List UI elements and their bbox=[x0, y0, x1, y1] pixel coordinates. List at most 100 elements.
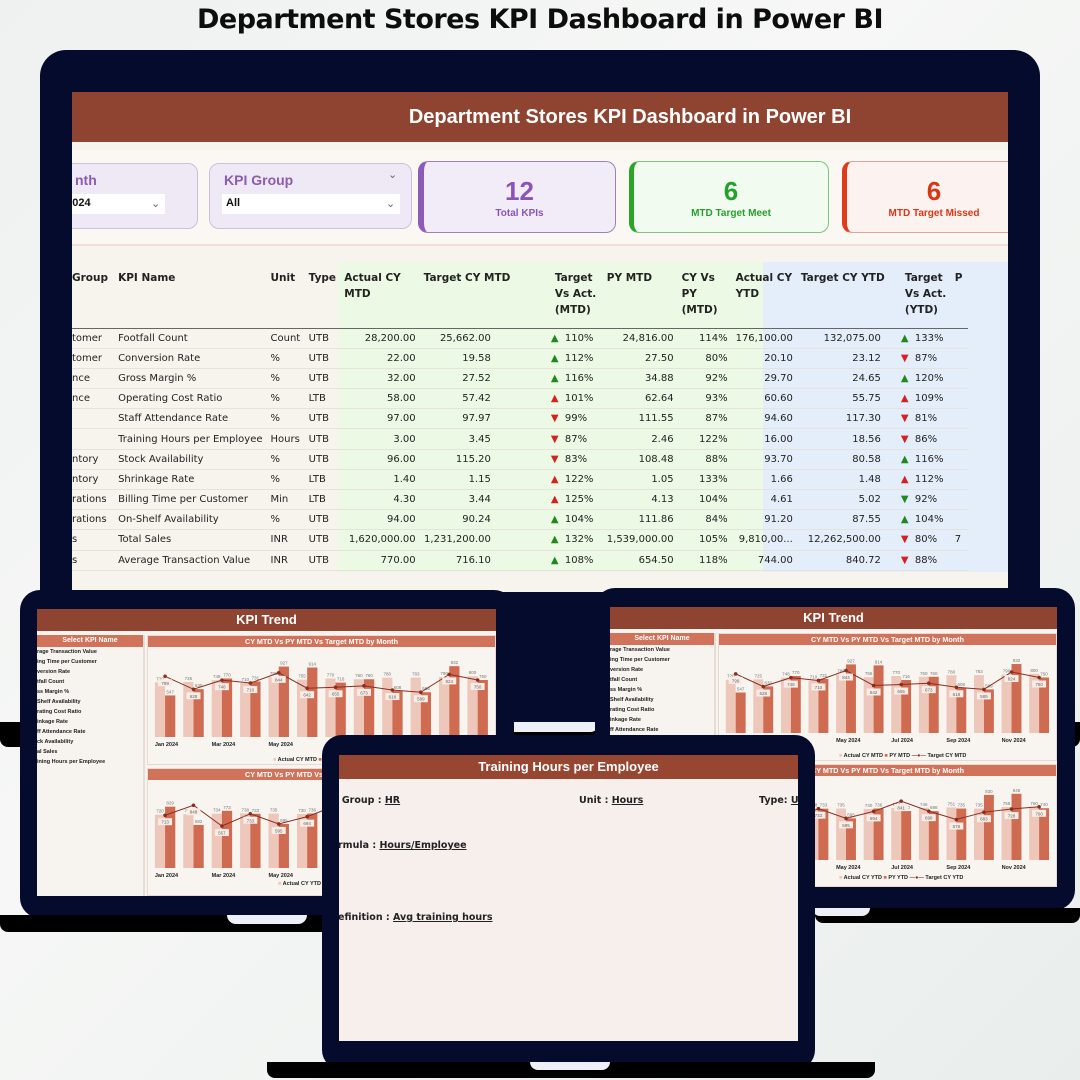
svg-text:Nov 2024: Nov 2024 bbox=[1002, 738, 1027, 744]
kpi-name-option[interactable]: rating Cost Ratio bbox=[37, 709, 82, 715]
front-laptop-notch bbox=[530, 1062, 610, 1070]
type-cell-text: UTB bbox=[308, 514, 329, 526]
target-cy-mtd-cell: 25,662.00 bbox=[419, 328, 551, 349]
bar-py bbox=[221, 678, 233, 737]
table-row[interactable]: ntory Stock Availability% UTB 96.00 115.20 ▼ 8… bbox=[72, 449, 968, 470]
kpi-name-option[interactable]: tfall Count bbox=[37, 679, 65, 685]
table-row[interactable]: nce Operating Cost Ratio% LTB 58.00 57.42 ▲ 10… bbox=[72, 388, 968, 410]
col-header-type[interactable]: Type bbox=[304, 262, 341, 329]
chevron-down-icon[interactable]: ⌄ bbox=[388, 169, 398, 181]
col-header-target-vs-act-ytd[interactable]: Target Vs Act. (YTD) bbox=[900, 262, 951, 329]
table-row[interactable]: rations On-Shelf Availability% UTB 94.00 90.… bbox=[72, 509, 968, 531]
kpi-name-option[interactable]: rating Cost Ratio bbox=[610, 707, 655, 713]
table-row[interactable]: rations Billing Time per Customer Min LTB 4.… bbox=[72, 489, 968, 511]
col-header-kpi-name[interactable]: KPI Name bbox=[114, 262, 267, 329]
kpi-name-option[interactable]: rage Transaction Value bbox=[610, 647, 670, 653]
svg-text:758: 758 bbox=[1003, 801, 1011, 806]
bar-py bbox=[250, 813, 261, 868]
month-dropdown[interactable]: y 2024 bbox=[72, 194, 165, 214]
py-mtd-cell-text: 1.05 bbox=[651, 473, 674, 485]
actual-cy-ytd-cell: 744.00 bbox=[731, 550, 797, 571]
unit-cell: % bbox=[266, 509, 305, 531]
target-cy-mtd-cell-text: 97.97 bbox=[462, 413, 491, 425]
col-header-target-cy-mtd[interactable]: Target CY MTD bbox=[419, 262, 551, 329]
table-row[interactable]: Staff Attendance Rate% UTB 97.00 97.97 ▼ 99% 1… bbox=[72, 408, 968, 430]
table-row[interactable]: tomer Footfall Count Count UTB 28,200.00 25,6… bbox=[72, 328, 968, 349]
kpi-group-dropdown[interactable]: All bbox=[222, 194, 400, 214]
col-header-py-ytd[interactable]: P bbox=[950, 262, 968, 329]
kpi-group-slicer[interactable]: KPI Group ⌄ All ⌄ bbox=[209, 163, 412, 229]
kpi-name-option[interactable]: inkage Rate bbox=[37, 719, 68, 725]
kpi-name-option[interactable]: version Rate bbox=[37, 669, 71, 675]
svg-text:710: 710 bbox=[810, 674, 818, 679]
svg-text:824: 824 bbox=[1008, 677, 1016, 682]
col-header-target-cy-ytd[interactable]: Target CY YTD bbox=[796, 262, 901, 329]
kpi-name-option[interactable]: ck Availability bbox=[37, 739, 74, 745]
col-header-actual-cy-mtd[interactable]: Actual CY MTD bbox=[340, 262, 420, 329]
month-slicer[interactable]: nth y 2024 ⌄ bbox=[72, 163, 198, 229]
type-cell-text: LTB bbox=[308, 473, 326, 485]
cy-vs-py-mtd-cell-text: 92% bbox=[705, 372, 728, 384]
py-mtd-cell-text: 2.46 bbox=[651, 433, 674, 445]
target-vs-act-mtd-cell-text: 132% bbox=[564, 534, 594, 546]
cy-vs-py-mtd-cell: 114% bbox=[677, 328, 732, 349]
group-cell: s bbox=[72, 529, 115, 551]
col-header-actual-cy-ytd[interactable]: Actual CY YTD bbox=[731, 262, 797, 329]
svg-text:824: 824 bbox=[445, 679, 453, 684]
table-row[interactable]: s Average Transaction Value INR UTB 770.00 71… bbox=[72, 550, 968, 571]
svg-text:927: 927 bbox=[847, 658, 855, 663]
definition-value: Avg training hours bbox=[393, 912, 493, 923]
kpi-name-option[interactable]: ing Time per Customer bbox=[610, 657, 670, 663]
chevron-down-icon[interactable]: ⌄ bbox=[386, 198, 396, 210]
kpi-name-option[interactable]: inkage Rate bbox=[610, 717, 641, 723]
kpi-name-option[interactable]: ss Margin % bbox=[610, 687, 643, 693]
bar-actual bbox=[974, 675, 984, 733]
chevron-down-icon[interactable]: ⌄ bbox=[151, 198, 161, 210]
unit-cell: % bbox=[266, 449, 305, 470]
svg-text:628: 628 bbox=[190, 694, 198, 699]
target-vs-act-ytd-cell-text: 109% bbox=[914, 393, 944, 405]
kpi-name-option[interactable]: ff Attendance Rate bbox=[610, 727, 659, 733]
kpi-name-option[interactable]: tfall Count bbox=[610, 677, 638, 683]
arrow-up-icon: ▲ bbox=[550, 473, 559, 485]
table-header-row: Group KPI Name Unit Type Actual CY MTD T… bbox=[72, 262, 968, 329]
bar-actual bbox=[946, 675, 957, 733]
type-cell-text: UTB bbox=[308, 332, 329, 344]
kpi-name-option[interactable]: ss Margin % bbox=[37, 689, 70, 695]
bar-actual bbox=[753, 679, 764, 733]
kpi-name-option[interactable]: version Rate bbox=[610, 667, 644, 673]
table-row[interactable]: Training Hours per Employee Hours UTB 3.00 3… bbox=[72, 428, 968, 450]
left-laptop-notch bbox=[227, 915, 307, 924]
kpi-name-option[interactable]: rage Transaction Value bbox=[37, 649, 97, 655]
table-row[interactable]: nce Gross Margin %% UTB 32.00 27.52 ▲ 116% 34.8… bbox=[72, 368, 968, 390]
table-row[interactable]: tomer Conversion Rate% UTB 22.00 19.58 ▲ 112% 2… bbox=[72, 348, 968, 369]
kpi-name-option[interactable]: ff Attendance Rate bbox=[37, 729, 86, 735]
table-row[interactable]: ntory Shrinkage Rate% LTB 1.40 1.15 ▲ 122% 1.05… bbox=[72, 469, 968, 491]
svg-text:Sep 2024: Sep 2024 bbox=[946, 738, 971, 744]
target-cy-ytd-cell-text: 117.30 bbox=[845, 413, 881, 425]
col-header-py-mtd[interactable]: PY MTD bbox=[602, 262, 678, 329]
kpi-name-option[interactable]: ing Time per Customer bbox=[37, 659, 97, 665]
kpi-name-option[interactable]: Shelf Availability bbox=[610, 697, 654, 703]
target-cy-ytd-cell: 55.75 bbox=[796, 388, 901, 410]
col-header-group[interactable]: Group bbox=[72, 262, 115, 329]
svg-text:736: 736 bbox=[309, 808, 317, 813]
legend-actual-cy-mtd: Actual CY MTD bbox=[277, 757, 317, 763]
py-mtd-cell-text: 111.55 bbox=[638, 413, 674, 425]
svg-text:788: 788 bbox=[270, 671, 278, 676]
svg-text:735: 735 bbox=[958, 803, 966, 808]
kpi-name-option[interactable]: ining Hours per Employee bbox=[37, 759, 106, 765]
bar-py bbox=[1039, 808, 1050, 860]
col-header-target-vs-act-mtd[interactable]: Target Vs Act. (MTD) bbox=[550, 262, 603, 329]
table-row[interactable]: s Total Sales INR UTB 1,620,000.00 1,231,200.… bbox=[72, 529, 968, 551]
py-ytd-cell bbox=[950, 509, 968, 531]
col-header-cy-vs-py-mtd[interactable]: CY Vs PY (MTD) bbox=[677, 262, 732, 329]
kpi-name-option[interactable]: Shelf Availability bbox=[37, 699, 81, 705]
actual-cy-ytd-cell: 29.70 bbox=[731, 368, 797, 390]
type-cell: LTB bbox=[304, 388, 341, 410]
col-header-unit[interactable]: Unit bbox=[266, 262, 305, 329]
svg-text:698: 698 bbox=[925, 816, 933, 821]
svg-text:673: 673 bbox=[360, 690, 368, 695]
cy-vs-py-mtd-cell: 122% bbox=[677, 428, 732, 450]
kpi-name-option[interactable]: al Sales bbox=[37, 749, 58, 755]
